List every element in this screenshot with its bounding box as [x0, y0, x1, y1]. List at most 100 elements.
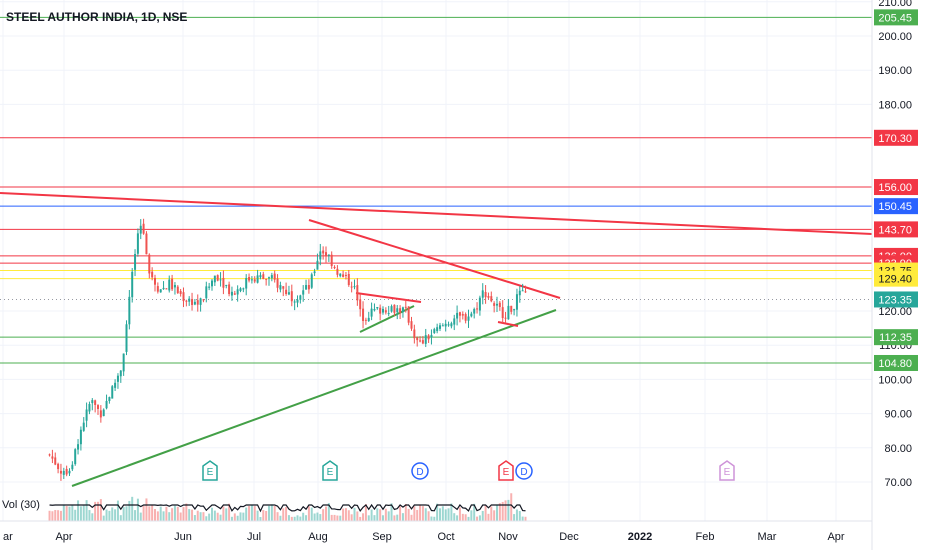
volume-bar — [421, 506, 424, 521]
volume-bar — [430, 516, 433, 521]
candle-body — [381, 308, 384, 313]
volume-bar — [285, 506, 288, 521]
candle-body — [239, 288, 242, 292]
volume-bar — [105, 509, 108, 521]
price-level-tag — [874, 329, 918, 346]
price-tick-label: 80.00 — [884, 443, 912, 455]
price-level-tag — [874, 270, 918, 287]
trend-lines — [0, 192, 873, 487]
candle-body — [342, 274, 345, 277]
volume-bar — [513, 514, 516, 521]
volume-bar — [424, 508, 427, 521]
volume-bar — [68, 506, 71, 521]
volume-bar — [495, 504, 498, 521]
volume-bar — [256, 510, 259, 521]
candle-body — [142, 223, 145, 234]
volume-bar — [441, 506, 444, 521]
candle-body — [159, 289, 162, 293]
volume-bar — [313, 513, 316, 521]
volume-bar — [450, 503, 453, 521]
candle-body — [433, 329, 436, 333]
candle-body — [401, 307, 404, 313]
price-level-tag — [874, 198, 918, 215]
candle-body — [270, 275, 273, 279]
volume-bar — [196, 510, 199, 521]
candle-body — [85, 409, 88, 421]
volume-bar — [128, 500, 131, 521]
volume-bar — [116, 500, 119, 521]
volume-bar — [464, 514, 467, 521]
candle-body — [248, 277, 251, 281]
candle-body — [191, 299, 194, 305]
candle-body — [307, 285, 310, 290]
volume-bar — [453, 513, 456, 521]
marker-letter: E — [724, 467, 731, 478]
candle-body — [196, 300, 199, 305]
candle-body — [62, 470, 65, 475]
volume-bar — [299, 516, 302, 521]
candle-body — [71, 464, 74, 470]
candle-body — [399, 308, 402, 314]
candle-body — [330, 254, 333, 266]
volume-bar — [481, 510, 484, 521]
marker-shape — [411, 462, 429, 480]
candle-body — [176, 286, 179, 293]
marker-letter: E — [207, 467, 214, 478]
candle-body — [461, 314, 464, 316]
candle-body — [464, 314, 467, 321]
candle-body — [51, 456, 54, 459]
volume-bar — [136, 498, 139, 521]
volume-bar — [239, 512, 242, 521]
volume-bar — [77, 500, 80, 521]
time-tick-label: Apr — [827, 531, 844, 543]
candle-body — [185, 300, 188, 302]
candle-body — [136, 233, 139, 254]
candle-body — [99, 410, 102, 418]
candle-body — [173, 284, 176, 288]
candle-body — [313, 271, 316, 274]
volume-bar — [419, 505, 422, 521]
volume-bar — [62, 504, 65, 521]
volume-bar — [356, 511, 359, 521]
volume-bar — [88, 510, 91, 521]
candle-body — [134, 253, 137, 270]
candle-body — [333, 267, 336, 269]
volume-bar — [96, 501, 99, 521]
price-level-labels: 205.45170.30156.00150.45143.70136.00133.… — [874, 9, 918, 371]
volume-bar — [393, 515, 396, 521]
volume-bar — [339, 515, 342, 521]
candle-body — [322, 250, 325, 254]
symbol-name: STEEL AUTHOR INDIA — [6, 10, 135, 24]
candle-body — [162, 287, 165, 290]
marker-shape — [719, 460, 735, 481]
long-resistance-line — [0, 192, 873, 235]
price-tick-label: 70.00 — [884, 477, 912, 489]
candle-body — [48, 454, 51, 456]
earnings-marker: E — [322, 460, 338, 481]
volume-bar — [347, 510, 350, 521]
candle-body — [441, 325, 444, 327]
volume-bar — [188, 509, 191, 521]
volume-bar — [399, 506, 402, 521]
candle-body — [362, 308, 365, 321]
volume-bar — [436, 503, 439, 521]
volume-ma-line — [49, 503, 526, 513]
candle-body — [410, 321, 413, 329]
candle-body — [427, 335, 430, 340]
volume-bar — [48, 510, 51, 521]
volume-bar — [222, 506, 225, 521]
volume-bar — [108, 510, 111, 521]
time-tick-label: Oct — [437, 531, 454, 543]
candle-body — [74, 449, 77, 465]
volume-bar — [473, 503, 476, 521]
volume-bar — [233, 513, 236, 521]
marker-letter: D — [520, 467, 527, 478]
volume-bar — [401, 513, 404, 521]
candle-body — [222, 277, 225, 288]
symbol-title[interactable]: STEEL AUTHOR INDIA, 1D, NSE — [6, 10, 188, 24]
volume-bar — [191, 509, 194, 521]
volume-bar — [333, 514, 336, 521]
volume-bar — [179, 512, 182, 521]
volume-bar — [145, 498, 148, 521]
